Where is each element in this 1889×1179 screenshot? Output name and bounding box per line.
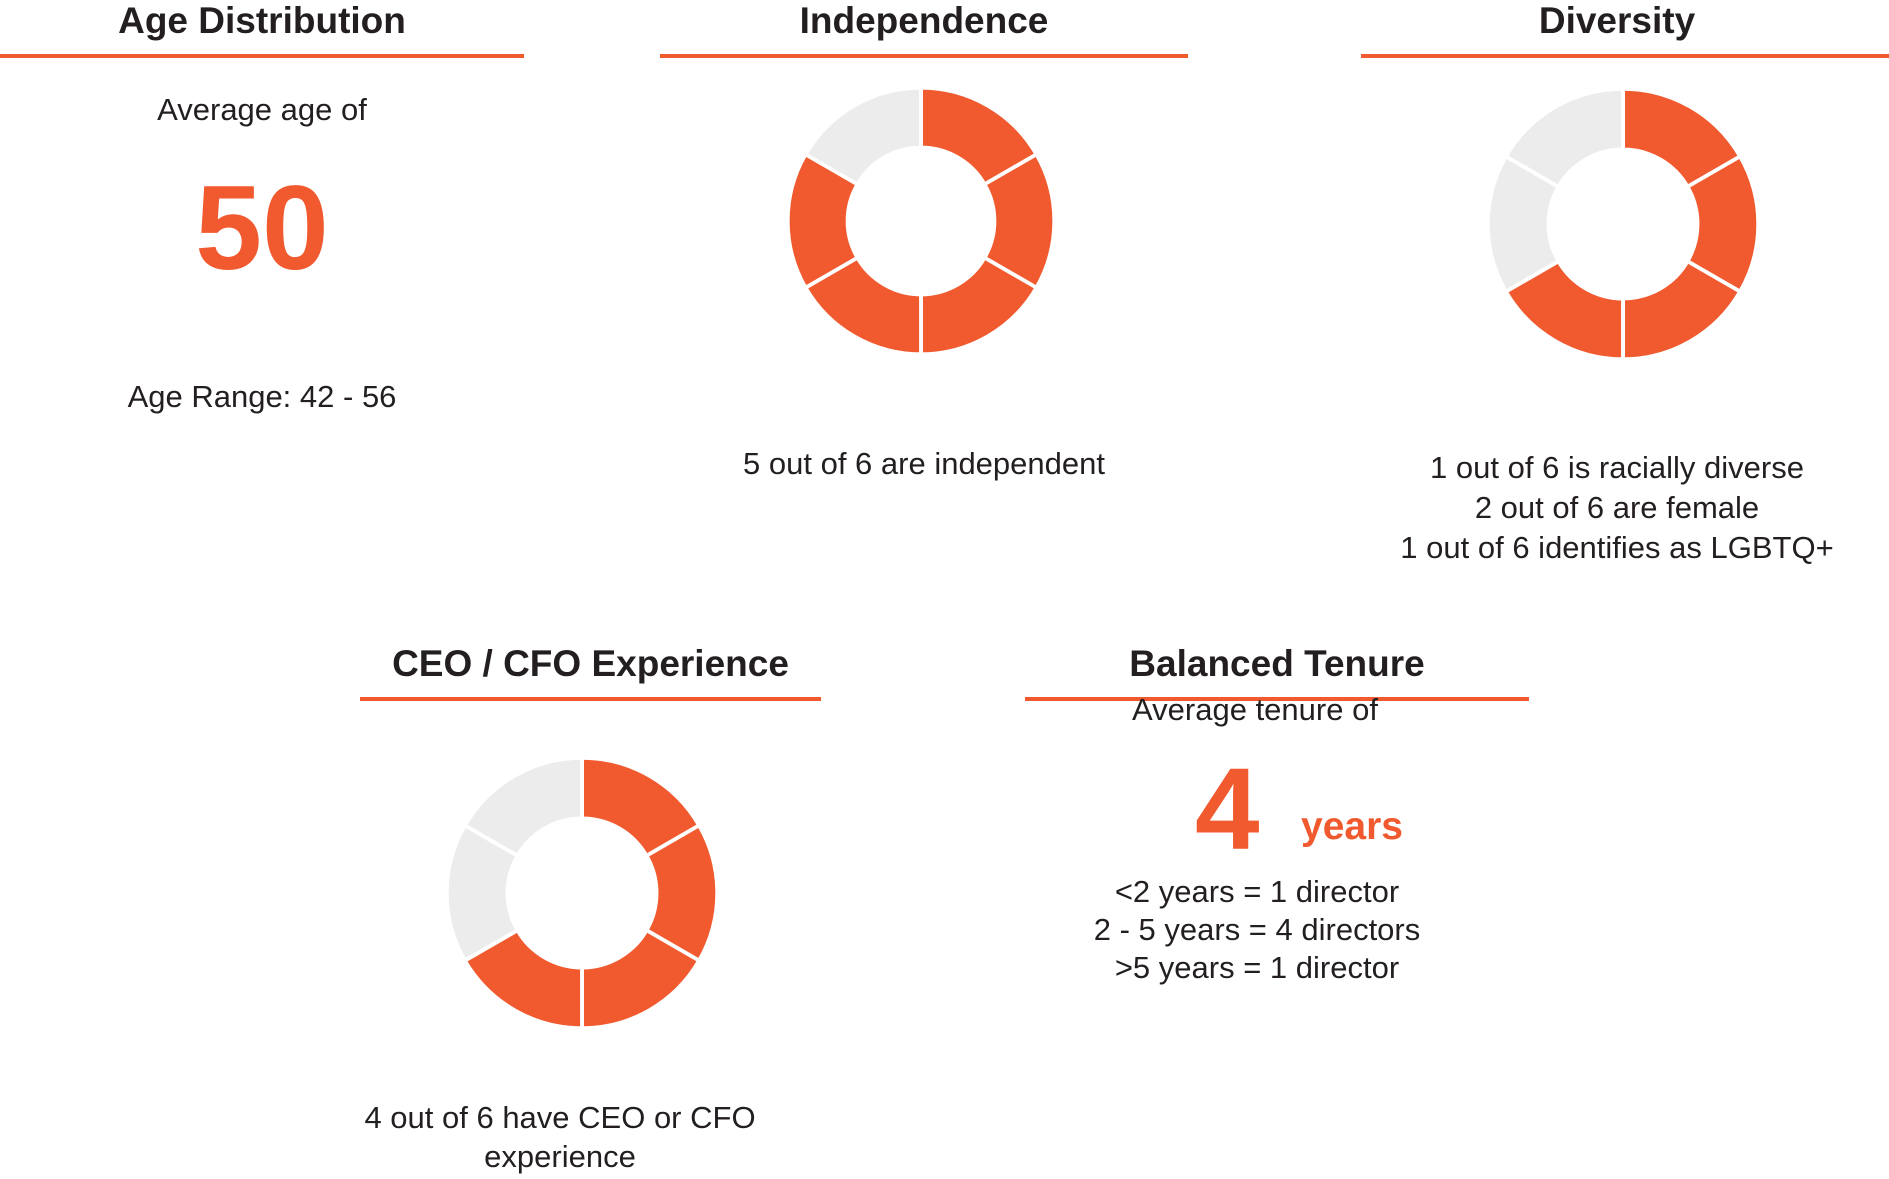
average-tenure-value-row: 4 years (1025, 751, 1529, 867)
ceo-cfo-donut-svg (444, 755, 720, 1031)
ceo-cfo-panel: CEO / CFO Experience 4 out of 6 have CEO… (360, 643, 821, 1179)
balanced-tenure-rule (1025, 697, 1529, 701)
diversity-title: Diversity (1538, 0, 1696, 41)
donut-segment-other-6 (802, 85, 923, 187)
ceo-cfo-caption-line1: 4 out of 6 have CEO or CFO (364, 1100, 756, 1135)
average-age-caption: Average age of (157, 92, 367, 127)
tenure-2-to-5: 2 - 5 years = 4 directors (1093, 912, 1421, 947)
diversity-donut (1485, 86, 1761, 362)
tenure-over-5: >5 years = 1 director (1114, 950, 1400, 985)
diversity-line-female: 2 out of 6 are female (1474, 490, 1760, 525)
balanced-tenure-panel: Balanced Tenure Average tenure of 4 year… (1025, 643, 1529, 1003)
ceo-cfo-donut (444, 755, 720, 1031)
average-tenure-caption: Average tenure of (1132, 692, 1378, 727)
balanced-tenure-title: Balanced Tenure (1129, 643, 1425, 684)
average-tenure-unit: years (1301, 805, 1403, 848)
independence-rule (660, 54, 1188, 58)
age-distribution-title: Age Distribution (118, 0, 406, 41)
independence-title: Independence (799, 0, 1049, 41)
independence-donut-svg (785, 85, 1057, 357)
donut-segment-other-6 (1503, 86, 1625, 190)
donut-segment-other-6 (462, 755, 584, 859)
ceo-cfo-rule (360, 697, 821, 701)
age-range-text: Age Range: 42 - 56 (127, 379, 397, 414)
independence-panel: Independence 5 out of 6 are independent (660, 0, 1188, 490)
ceo-cfo-title: CEO / CFO Experience (392, 643, 789, 684)
diversity-donut-svg (1485, 86, 1761, 362)
age-distribution-rule (0, 54, 524, 58)
ceo-cfo-caption-line2: experience (484, 1139, 636, 1174)
diversity-panel: Diversity 1 out of 6 is racially diverse… (1361, 0, 1889, 580)
average-age-value: 50 (195, 161, 329, 295)
age-distribution-panel: Age Distribution Average age of 50 Age R… (0, 0, 524, 440)
diversity-line-racial: 1 out of 6 is racially diverse (1430, 450, 1804, 485)
tenure-under-2: <2 years = 1 director (1114, 874, 1400, 909)
average-tenure-value: 4 (1195, 744, 1260, 874)
diversity-line-lgbtq: 1 out of 6 identifies as LGBTQ+ (1400, 530, 1834, 565)
diversity-rule (1361, 54, 1889, 58)
independence-caption: 5 out of 6 are independent (743, 446, 1105, 481)
independence-donut (785, 85, 1057, 357)
